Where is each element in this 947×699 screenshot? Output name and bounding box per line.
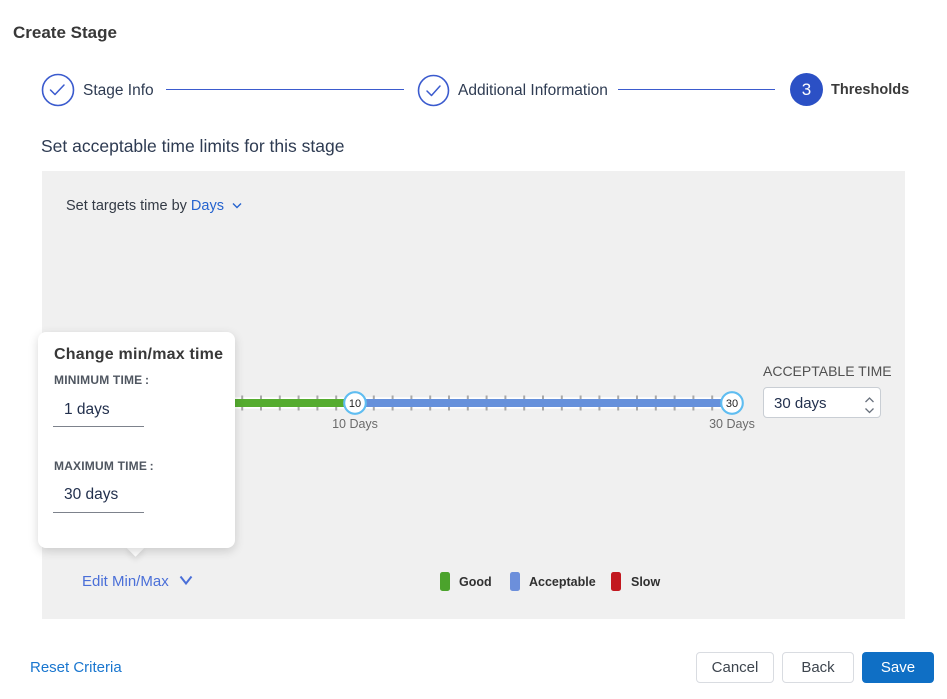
svg-text:30: 30 [726,398,738,410]
svg-text:10: 10 [349,398,361,410]
